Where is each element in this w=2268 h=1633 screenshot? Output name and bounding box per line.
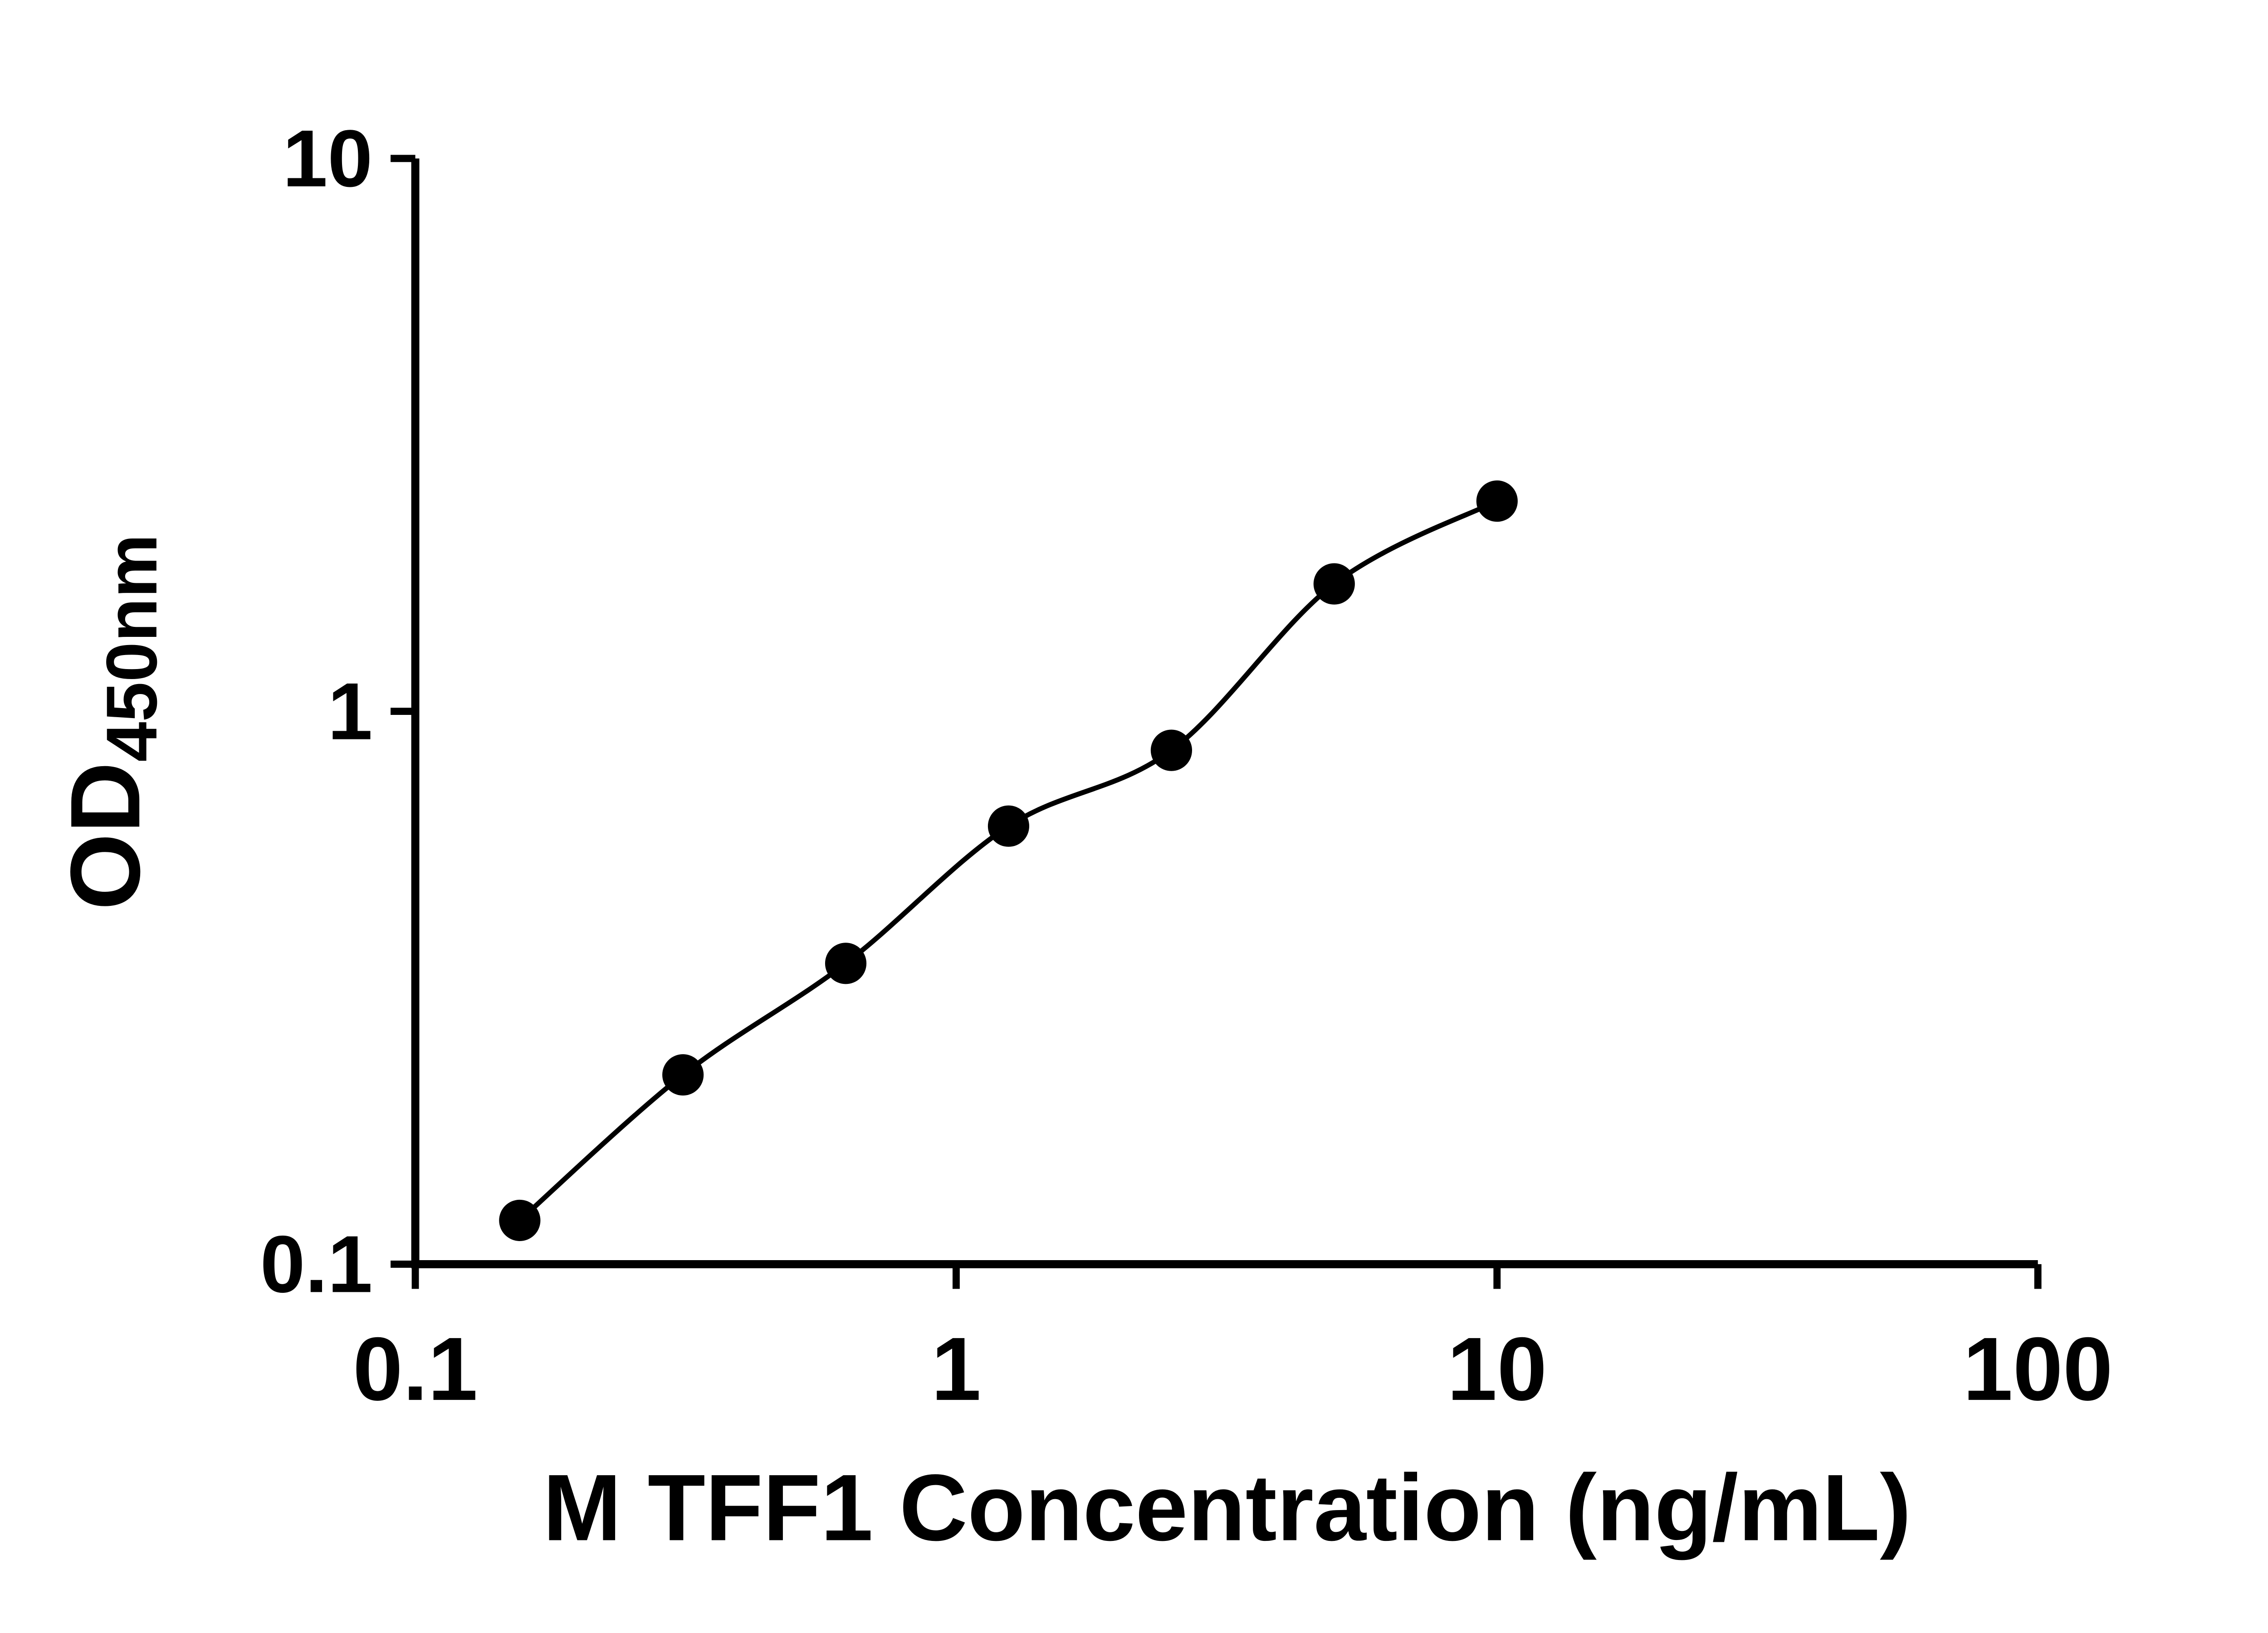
- y-axis-title-subscript: 450nm: [91, 534, 172, 762]
- y-axis-title-main: OD: [50, 762, 161, 910]
- x-tick-label: 10: [1447, 1319, 1547, 1419]
- x-tick-labels: 0.1 1 10 100: [353, 1319, 2113, 1419]
- x-tick-label: 1: [931, 1319, 981, 1419]
- data-point: [662, 1054, 704, 1096]
- data-point: [987, 805, 1030, 847]
- data-point: [1476, 480, 1518, 522]
- x-tick-label: 100: [1963, 1319, 2113, 1419]
- data-point: [1150, 729, 1193, 771]
- data-points: [499, 480, 1518, 1241]
- x-axis-title: M TFF1 Concentration (ng/mL): [543, 1455, 1911, 1560]
- axis-ticks: [391, 155, 2042, 1289]
- data-point: [1313, 563, 1355, 605]
- data-point: [499, 1199, 541, 1241]
- x-tick-label: 0.1: [353, 1319, 478, 1419]
- axis-line: [411, 158, 2038, 1268]
- plot-axes: [411, 158, 2038, 1268]
- y-tick-label: 0.1: [260, 1219, 373, 1309]
- data-point: [825, 943, 867, 984]
- y-tick-label: 1: [327, 666, 372, 757]
- y-tick-label: 10: [283, 113, 372, 204]
- fit-curve: [517, 499, 1500, 1223]
- y-tick-labels: 0.1 1 10: [260, 113, 373, 1310]
- y-axis-title: OD450nm: [50, 534, 172, 910]
